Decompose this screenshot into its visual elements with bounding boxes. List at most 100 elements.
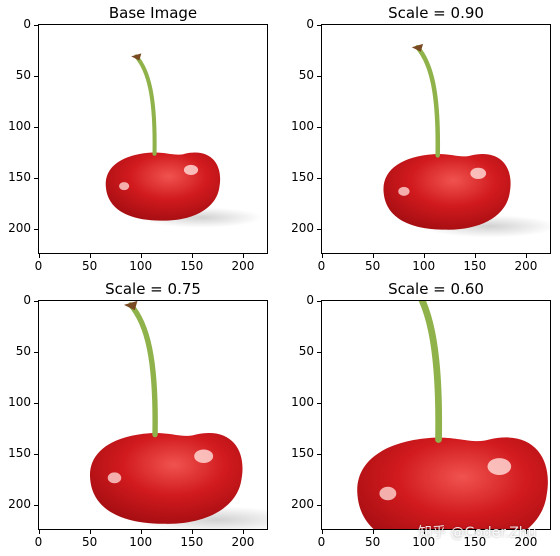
cherry-stem [128, 302, 158, 438]
y-tick-label: 200 [8, 220, 31, 235]
y-tick-mark [317, 177, 321, 179]
x-tick-label: 200 [231, 535, 255, 549]
x-tick-mark [525, 254, 527, 258]
panel-title: Scale = 0.75 [105, 280, 201, 298]
cherry-highlight [119, 182, 130, 191]
stem-tip [123, 301, 138, 311]
x-tick-label: 200 [514, 259, 538, 273]
y-tick-mark [317, 351, 321, 353]
image-axes [321, 24, 551, 254]
x-tick-label: 0 [317, 535, 326, 549]
cherry-highlight [379, 486, 397, 501]
x-tick-label: 200 [231, 259, 255, 273]
x-tick-mark [191, 530, 193, 534]
stem-tip [131, 53, 142, 61]
y-tick-mark [34, 504, 38, 506]
x-tick-mark [372, 254, 374, 258]
x-tick-label: 150 [180, 535, 204, 549]
panel-title: Scale = 0.90 [388, 4, 484, 22]
x-tick-label: 50 [81, 535, 98, 549]
x-tick-mark [474, 254, 476, 258]
x-tick-mark [140, 254, 142, 258]
x-tick-label: 150 [180, 259, 204, 273]
x-tick-mark [423, 530, 425, 534]
y-tick-label: 50 [298, 67, 314, 82]
y-tick-label: 150 [291, 445, 314, 460]
y-tick-label: 0 [23, 292, 31, 307]
y-tick-mark [317, 504, 321, 506]
x-tick-label: 100 [412, 535, 436, 549]
y-tick-label: 50 [298, 343, 314, 358]
y-tick-label: 200 [291, 496, 314, 511]
y-tick-label: 100 [291, 118, 314, 133]
image-axes [321, 300, 551, 530]
y-tick-label: 150 [291, 169, 314, 184]
y-tick-label: 200 [291, 220, 314, 235]
cherry-stem [134, 54, 157, 156]
y-tick-mark [34, 300, 38, 302]
cherry-highlight [107, 472, 122, 484]
cherry-highlight [398, 186, 410, 196]
y-tick-label: 50 [15, 67, 31, 82]
y-tick-mark [317, 300, 321, 302]
y-tick-label: 0 [306, 292, 314, 307]
x-tick-mark [372, 530, 374, 534]
y-tick-mark [317, 75, 321, 77]
y-tick-mark [34, 351, 38, 353]
y-tick-mark [34, 75, 38, 77]
cherry-body [357, 437, 548, 529]
x-tick-label: 200 [514, 535, 538, 549]
x-tick-mark [423, 254, 425, 258]
x-tick-label: 50 [81, 259, 98, 273]
y-tick-mark [317, 24, 321, 26]
x-tick-mark [191, 254, 193, 258]
y-tick-mark [34, 402, 38, 404]
panel-title: Scale = 0.60 [388, 280, 484, 298]
y-tick-mark [34, 228, 38, 230]
x-tick-label: 100 [412, 259, 436, 273]
y-tick-label: 150 [8, 169, 31, 184]
y-tick-label: 200 [8, 496, 31, 511]
cherry-highlight [194, 449, 214, 463]
x-tick-label: 50 [364, 535, 381, 549]
x-tick-mark [321, 530, 323, 534]
cherry-image [105, 53, 262, 228]
x-tick-label: 100 [129, 259, 153, 273]
y-tick-label: 150 [8, 445, 31, 460]
y-tick-mark [34, 177, 38, 179]
cherry-stem [415, 44, 441, 158]
image-axes [38, 24, 268, 254]
y-tick-label: 0 [23, 16, 31, 31]
y-tick-label: 100 [8, 118, 31, 133]
image-axes [38, 300, 268, 530]
x-tick-label: 150 [463, 535, 487, 549]
x-tick-label: 0 [34, 259, 43, 273]
panel-title: Base Image [108, 4, 198, 22]
y-tick-label: 50 [15, 343, 31, 358]
x-tick-mark [38, 254, 40, 258]
cherry-image [89, 301, 267, 529]
cherry-image [383, 43, 550, 238]
y-tick-label: 100 [8, 394, 31, 409]
x-tick-mark [38, 530, 40, 534]
x-tick-label: 0 [34, 535, 43, 549]
cherry-stem [418, 301, 443, 443]
y-tick-mark [317, 453, 321, 455]
cherry-highlight [487, 458, 512, 475]
cherry-highlight [183, 164, 199, 175]
x-tick-mark [242, 254, 244, 258]
y-tick-mark [317, 228, 321, 230]
x-tick-mark [140, 530, 142, 534]
x-tick-mark [89, 530, 91, 534]
y-tick-label: 100 [291, 394, 314, 409]
x-tick-mark [89, 254, 91, 258]
x-tick-mark [525, 530, 527, 534]
x-tick-mark [242, 530, 244, 534]
x-tick-mark [321, 254, 323, 258]
y-tick-mark [34, 126, 38, 128]
x-tick-label: 100 [129, 535, 153, 549]
x-tick-mark [474, 530, 476, 534]
y-tick-mark [34, 453, 38, 455]
x-tick-label: 50 [364, 259, 381, 273]
y-tick-mark [34, 24, 38, 26]
